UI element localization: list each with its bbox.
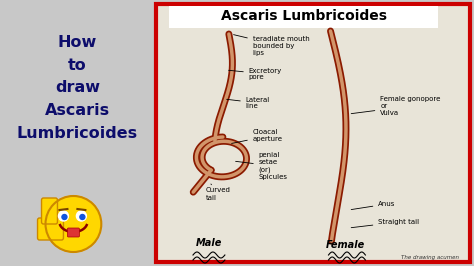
FancyBboxPatch shape (67, 228, 79, 237)
Text: teradiate mouth
bounded by
lips: teradiate mouth bounded by lips (234, 35, 310, 56)
Text: The drawing acumen: The drawing acumen (401, 255, 459, 260)
Text: Ascaris Lumbricoides: Ascaris Lumbricoides (220, 9, 387, 23)
Circle shape (76, 211, 86, 221)
FancyBboxPatch shape (169, 6, 438, 28)
Circle shape (46, 196, 101, 252)
Text: Curved
tail: Curved tail (206, 184, 231, 201)
FancyBboxPatch shape (42, 198, 57, 224)
Circle shape (58, 211, 68, 221)
FancyBboxPatch shape (37, 218, 64, 240)
Text: Anus: Anus (351, 201, 396, 210)
Circle shape (62, 214, 67, 219)
Circle shape (80, 214, 85, 219)
Text: penial
setae
(or)
Spicules: penial setae (or) Spicules (236, 152, 288, 180)
Text: Female: Female (326, 240, 365, 250)
FancyBboxPatch shape (156, 4, 470, 262)
Text: Male: Male (196, 238, 222, 248)
Text: Cloacal
aperture: Cloacal aperture (232, 130, 283, 143)
Text: Excretory
pore: Excretory pore (228, 68, 282, 81)
Text: Straight tail: Straight tail (351, 219, 419, 228)
Text: Lateral
line: Lateral line (227, 97, 270, 110)
Text: How
to
draw
Ascaris
Lumbricoides: How to draw Ascaris Lumbricoides (17, 35, 138, 141)
Text: Female gonopore
or
Vulva: Female gonopore or Vulva (351, 96, 441, 116)
